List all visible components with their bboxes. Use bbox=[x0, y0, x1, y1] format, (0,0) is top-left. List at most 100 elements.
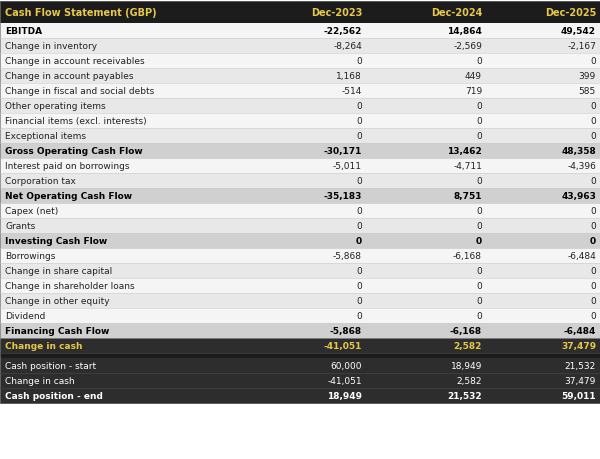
Text: -6,484: -6,484 bbox=[563, 326, 596, 335]
Bar bbox=[0, 129, 600, 144]
Text: Net Operating Cash Flow: Net Operating Cash Flow bbox=[5, 191, 132, 201]
Text: 0: 0 bbox=[590, 117, 596, 126]
Text: -6,168: -6,168 bbox=[450, 326, 482, 335]
Text: -2,167: -2,167 bbox=[567, 42, 596, 51]
Text: 0: 0 bbox=[356, 281, 362, 291]
Text: 0: 0 bbox=[590, 177, 596, 185]
Text: 18,949: 18,949 bbox=[451, 361, 482, 370]
Bar bbox=[0, 24, 600, 39]
Text: -41,051: -41,051 bbox=[328, 376, 362, 385]
Bar bbox=[0, 203, 600, 218]
Text: 0: 0 bbox=[590, 281, 596, 291]
Text: Cash position - end: Cash position - end bbox=[5, 391, 103, 400]
Text: Change in cash: Change in cash bbox=[5, 376, 74, 385]
Text: Change in inventory: Change in inventory bbox=[5, 42, 97, 51]
Text: 0: 0 bbox=[356, 222, 362, 230]
Text: 8,751: 8,751 bbox=[454, 191, 482, 201]
Text: Dividend: Dividend bbox=[5, 311, 46, 320]
Text: 0: 0 bbox=[476, 222, 482, 230]
Text: 0: 0 bbox=[476, 297, 482, 305]
Text: Change in account receivables: Change in account receivables bbox=[5, 57, 145, 66]
Text: -2,569: -2,569 bbox=[453, 42, 482, 51]
Text: Dec-2025: Dec-2025 bbox=[545, 8, 596, 18]
Text: 0: 0 bbox=[590, 222, 596, 230]
Text: 59,011: 59,011 bbox=[562, 391, 596, 400]
Text: Investing Cash Flow: Investing Cash Flow bbox=[5, 236, 107, 246]
Bar bbox=[0, 54, 600, 69]
Bar bbox=[0, 2, 600, 24]
Bar bbox=[0, 159, 600, 174]
Bar bbox=[0, 189, 600, 203]
Text: 37,479: 37,479 bbox=[565, 376, 596, 385]
Text: -22,562: -22,562 bbox=[323, 27, 362, 36]
Text: 49,542: 49,542 bbox=[561, 27, 596, 36]
Text: 0: 0 bbox=[356, 236, 362, 246]
Bar bbox=[0, 69, 600, 84]
Text: -4,711: -4,711 bbox=[453, 162, 482, 171]
Bar bbox=[0, 293, 600, 308]
Text: Change in cash: Change in cash bbox=[5, 341, 83, 350]
Text: EBITDA: EBITDA bbox=[5, 27, 42, 36]
Text: Grants: Grants bbox=[5, 222, 35, 230]
Bar bbox=[0, 373, 600, 388]
Text: 48,358: 48,358 bbox=[561, 147, 596, 156]
Text: 43,963: 43,963 bbox=[561, 191, 596, 201]
Text: -5,011: -5,011 bbox=[333, 162, 362, 171]
Text: 399: 399 bbox=[579, 72, 596, 81]
Text: 0: 0 bbox=[476, 102, 482, 111]
Text: 719: 719 bbox=[465, 87, 482, 96]
Text: 60,000: 60,000 bbox=[331, 361, 362, 370]
Text: 0: 0 bbox=[356, 297, 362, 305]
Bar bbox=[0, 279, 600, 293]
Text: 1,168: 1,168 bbox=[336, 72, 362, 81]
Text: Interest paid on borrowings: Interest paid on borrowings bbox=[5, 162, 130, 171]
Bar bbox=[0, 218, 600, 234]
Text: Dec-2023: Dec-2023 bbox=[311, 8, 362, 18]
Text: -4,396: -4,396 bbox=[567, 162, 596, 171]
Bar bbox=[0, 84, 600, 99]
Text: 0: 0 bbox=[590, 266, 596, 275]
Bar bbox=[0, 144, 600, 159]
Text: 0: 0 bbox=[476, 281, 482, 291]
Text: 2,582: 2,582 bbox=[454, 341, 482, 350]
Text: 585: 585 bbox=[579, 87, 596, 96]
Text: 0: 0 bbox=[590, 57, 596, 66]
Text: 0: 0 bbox=[356, 57, 362, 66]
Text: Cash Flow Statement (GBP): Cash Flow Statement (GBP) bbox=[5, 8, 157, 18]
Text: Change in fiscal and social debts: Change in fiscal and social debts bbox=[5, 87, 154, 96]
Text: 37,479: 37,479 bbox=[561, 341, 596, 350]
Text: 18,949: 18,949 bbox=[327, 391, 362, 400]
Bar bbox=[0, 353, 600, 358]
Bar bbox=[0, 358, 600, 373]
Text: 0: 0 bbox=[476, 117, 482, 126]
Text: 0: 0 bbox=[590, 297, 596, 305]
Text: -5,868: -5,868 bbox=[330, 326, 362, 335]
Text: 0: 0 bbox=[356, 311, 362, 320]
Text: Change in share capital: Change in share capital bbox=[5, 266, 112, 275]
Bar bbox=[0, 263, 600, 279]
Text: 0: 0 bbox=[476, 266, 482, 275]
Text: 0: 0 bbox=[356, 207, 362, 216]
Text: -30,171: -30,171 bbox=[323, 147, 362, 156]
Text: Dec-2024: Dec-2024 bbox=[431, 8, 482, 18]
Text: Other operating items: Other operating items bbox=[5, 102, 106, 111]
Bar bbox=[0, 99, 600, 114]
Text: Borrowings: Borrowings bbox=[5, 252, 55, 260]
Text: 0: 0 bbox=[476, 177, 482, 185]
Bar bbox=[0, 234, 600, 248]
Bar bbox=[0, 114, 600, 129]
Text: 0: 0 bbox=[356, 102, 362, 111]
Text: 0: 0 bbox=[356, 132, 362, 141]
Text: Corporation tax: Corporation tax bbox=[5, 177, 76, 185]
Bar bbox=[0, 338, 600, 353]
Text: Change in shareholder loans: Change in shareholder loans bbox=[5, 281, 134, 291]
Text: Financial items (excl. interests): Financial items (excl. interests) bbox=[5, 117, 146, 126]
Bar bbox=[0, 388, 600, 403]
Text: 0: 0 bbox=[590, 132, 596, 141]
Text: 449: 449 bbox=[465, 72, 482, 81]
Text: 2,582: 2,582 bbox=[457, 376, 482, 385]
Text: 0: 0 bbox=[590, 207, 596, 216]
Text: Exceptional items: Exceptional items bbox=[5, 132, 86, 141]
Text: Financing Cash Flow: Financing Cash Flow bbox=[5, 326, 109, 335]
Text: -8,264: -8,264 bbox=[333, 42, 362, 51]
